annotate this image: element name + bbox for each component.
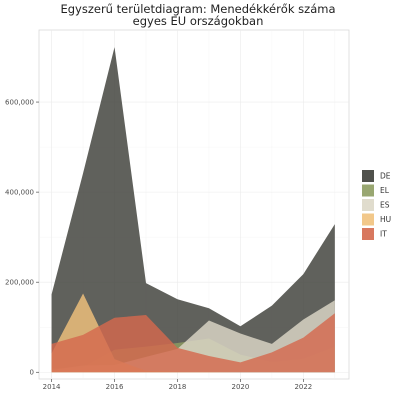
- area-it: [51, 313, 335, 373]
- legend-label-el: EL: [380, 186, 390, 195]
- area-es: [51, 300, 335, 373]
- y-tick-label: 0: [30, 369, 34, 377]
- legend-label-es: ES: [380, 201, 390, 210]
- legend-key-el: [362, 184, 374, 197]
- chart-title-line-1: Egyszerű területdiagram: Menedékkérők sz…: [60, 2, 335, 16]
- x-tick-label: 2020: [232, 383, 250, 391]
- legend-label-it: IT: [380, 230, 387, 239]
- y-tick-label: 200,000: [5, 279, 34, 287]
- x-tick-label: 2016: [106, 383, 124, 391]
- y-axis-ticks: 0 200,000 400,000 600,000: [5, 99, 39, 377]
- chart-title-line-2: egyes EU országokban: [133, 14, 264, 28]
- area-de: [51, 47, 335, 373]
- legend-label-de: DE: [380, 172, 391, 181]
- y-tick-label: 600,000: [5, 99, 34, 107]
- legend-key-it: [362, 228, 374, 240]
- legend-key-hu: [362, 213, 374, 226]
- legend-key-es: [362, 199, 374, 211]
- x-axis-ticks: 2014 2016 2018 2020 2022: [43, 379, 312, 391]
- x-tick-label: 2018: [169, 383, 187, 391]
- legend: DE EL ES HU IT: [362, 170, 391, 240]
- legend-key-de: [362, 170, 374, 182]
- area-series: [51, 47, 335, 373]
- x-tick-label: 2014: [43, 383, 61, 391]
- legend-label-hu: HU: [380, 215, 391, 224]
- x-tick-label: 2022: [294, 383, 312, 391]
- y-tick-label: 400,000: [5, 189, 34, 197]
